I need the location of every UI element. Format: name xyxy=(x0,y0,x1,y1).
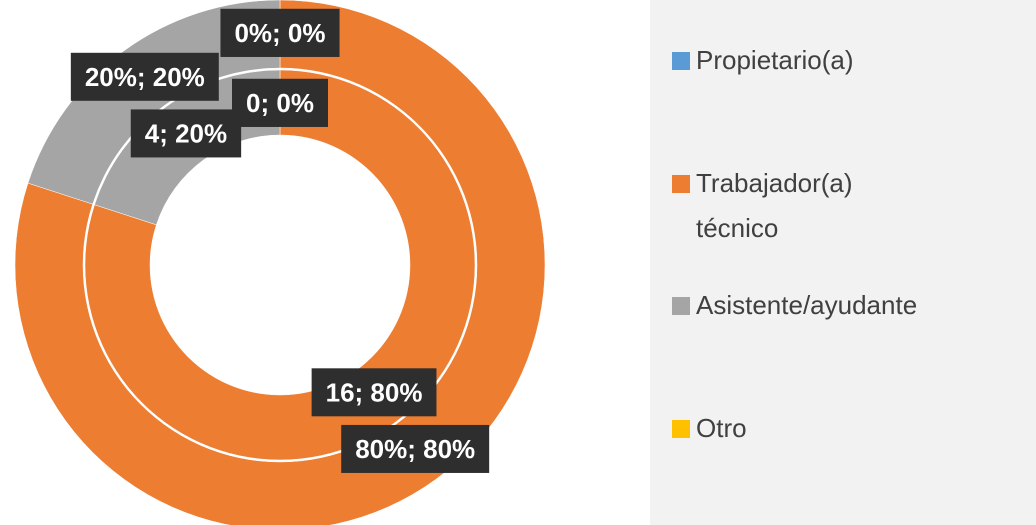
legend-label: Propietario(a) xyxy=(696,45,854,75)
segment xyxy=(84,69,476,461)
legend-swatch xyxy=(672,52,690,70)
legend-label: Otro xyxy=(696,413,747,443)
data-label: 20%; 20% xyxy=(70,52,219,101)
legend-item: Otro xyxy=(672,406,916,451)
legend-item: Trabajador(a) técnico xyxy=(672,161,916,251)
label-text: 4; 20% xyxy=(145,118,227,148)
data-label: 4; 20% xyxy=(130,109,242,158)
legend-swatch xyxy=(672,175,690,193)
label-text: 0; 0% xyxy=(246,88,314,118)
legend-item: Propietario(a) xyxy=(672,38,916,83)
label-text: 0%; 0% xyxy=(234,18,325,48)
label-text: 16; 80% xyxy=(326,377,423,407)
label-text: 20%; 20% xyxy=(85,62,205,92)
label-box xyxy=(341,424,490,473)
label-box xyxy=(232,78,328,127)
label-box xyxy=(311,368,437,417)
legend-label: Asistente/ayudante xyxy=(696,290,918,320)
chart: 0; 0%16; 80%4; 20%0; 0%0%; 0%80%; 80%20%… xyxy=(14,0,546,525)
legend-swatch xyxy=(672,297,690,315)
label-box xyxy=(220,8,340,57)
data-label: 16; 80% xyxy=(311,368,437,417)
legend: Propietario(a) Trabajador(a) técnico Asist… xyxy=(650,0,1036,525)
data-label: 80%; 80% xyxy=(341,424,490,473)
label-box xyxy=(130,109,242,158)
legend-swatch xyxy=(672,420,690,438)
legend-item: Asistente/ayudante xyxy=(672,283,918,328)
segment xyxy=(14,0,546,525)
data-label: 0%; 0% xyxy=(220,8,340,57)
label-box xyxy=(70,52,219,101)
legend-label: Trabajador(a) técnico xyxy=(696,168,853,243)
label-text: 80%; 80% xyxy=(355,434,475,464)
data-label: 0; 0% xyxy=(232,78,328,127)
